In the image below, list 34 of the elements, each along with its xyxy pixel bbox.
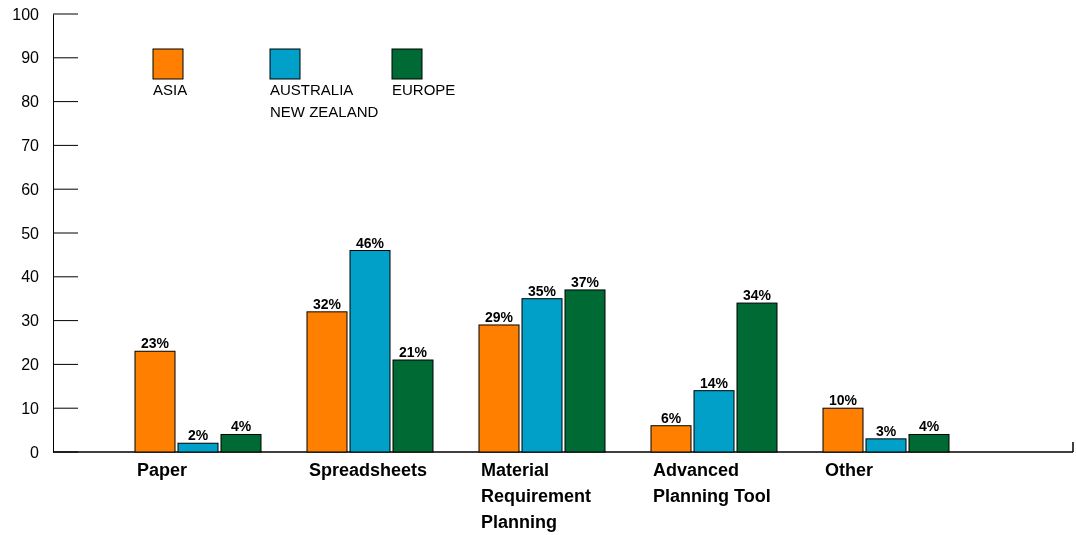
legend-label: AUSTRALIA NEW ZEALAND xyxy=(270,81,379,120)
data-label: 32% xyxy=(312,295,342,312)
y-tick-label: 70 xyxy=(21,137,40,155)
y-tick-label: 100 xyxy=(12,5,40,23)
x-tick-label: Advanced Planning Tool xyxy=(653,460,771,507)
data-label: 4% xyxy=(918,418,940,435)
y-tick-label: 30 xyxy=(21,312,40,330)
data-label: 10% xyxy=(828,392,858,409)
legend-label: ASIA xyxy=(153,81,188,98)
data-label: 6% xyxy=(660,409,682,426)
data-label: 14% xyxy=(699,374,729,391)
y-tick-label: 90 xyxy=(21,49,40,67)
data-label: 34% xyxy=(742,287,772,304)
y-tick-label: 10 xyxy=(21,399,40,417)
data-label: 3% xyxy=(875,422,897,439)
data-label: 37% xyxy=(570,273,600,290)
y-tick-label: 20 xyxy=(21,356,40,374)
x-tick-label: Paper xyxy=(137,460,188,481)
x-tick-label: Other xyxy=(825,460,874,481)
data-label: 2% xyxy=(187,427,209,444)
data-label: 4% xyxy=(230,418,252,435)
y-tick-label: 0 xyxy=(30,443,40,461)
data-label: 23% xyxy=(140,335,170,352)
data-label: 21% xyxy=(398,344,428,361)
y-tick-label: 60 xyxy=(21,180,40,198)
data-label: 35% xyxy=(527,282,557,299)
data-label: 29% xyxy=(484,308,514,325)
y-tick-label: 80 xyxy=(21,93,40,111)
y-tick-label: 40 xyxy=(21,268,40,286)
y-tick-label: 50 xyxy=(21,224,40,242)
x-tick-label: Spreadsheets xyxy=(309,460,428,481)
legend-label: EUROPE xyxy=(392,81,456,98)
x-tick-label: Material Requirement Planning xyxy=(481,460,592,533)
data-label: 46% xyxy=(355,234,385,251)
